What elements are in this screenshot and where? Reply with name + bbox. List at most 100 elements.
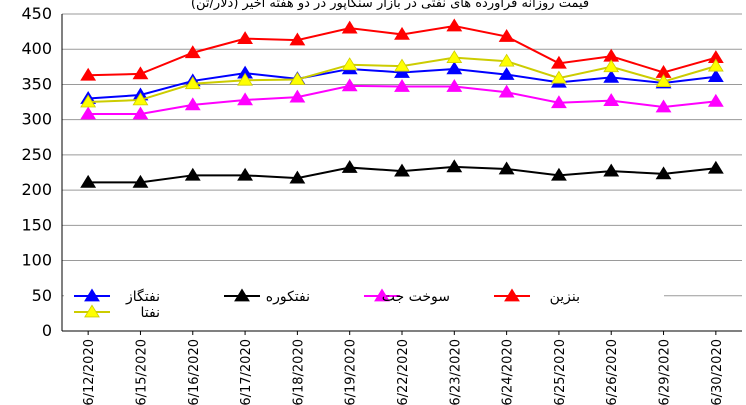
x-axis-ticks: 6/12/2020 6/15/2020 6/16/2020 6/17/2020 6/18… bbox=[82, 331, 725, 405]
series-group bbox=[80, 18, 724, 188]
legend-swatch-marker bbox=[504, 288, 520, 302]
data-point-marker bbox=[394, 64, 410, 78]
legend-label: سوخت جت bbox=[382, 289, 450, 305]
x-tick-label: 6/26/2020 bbox=[605, 339, 620, 405]
data-point-marker bbox=[80, 174, 97, 188]
y-tick-label: 100 bbox=[21, 251, 52, 270]
data-point-marker bbox=[237, 31, 253, 45]
data-point-marker bbox=[132, 92, 149, 106]
data-point-marker bbox=[498, 161, 515, 175]
data-point-marker bbox=[184, 97, 201, 111]
data-point-marker bbox=[707, 58, 724, 72]
data-point-marker bbox=[551, 55, 567, 69]
data-point-marker bbox=[707, 69, 724, 83]
data-point-marker bbox=[446, 61, 463, 75]
data-point-marker bbox=[132, 106, 149, 120]
legend: نفتگاز نفتکوره سوخت جت بنزین نفتا bbox=[64, 284, 664, 324]
y-tick-label: 150 bbox=[21, 215, 52, 234]
data-point-marker bbox=[237, 72, 253, 86]
y-tick-label: 200 bbox=[21, 180, 52, 199]
data-point-marker bbox=[498, 53, 515, 67]
data-point-marker bbox=[603, 69, 620, 83]
data-point-marker bbox=[341, 20, 358, 34]
data-point-marker bbox=[237, 167, 253, 181]
data-point-marker bbox=[237, 92, 253, 106]
data-point-marker bbox=[655, 166, 672, 180]
data-point-marker bbox=[551, 70, 567, 84]
data-point-marker bbox=[184, 167, 201, 181]
legend-label: نفتکوره bbox=[266, 289, 310, 305]
y-tick-label: 250 bbox=[21, 145, 52, 164]
chart-title: قیمت روزانه فراورده های نفتی در بازار سن… bbox=[191, 0, 589, 11]
legend-item: بنزین bbox=[494, 288, 580, 305]
data-point-marker bbox=[289, 32, 306, 46]
x-tick-label: 6/24/2020 bbox=[501, 339, 516, 405]
x-tick-label: 6/17/2020 bbox=[239, 339, 254, 405]
legend-label: بنزین bbox=[550, 289, 580, 305]
data-point-marker bbox=[446, 50, 463, 64]
data-point-marker bbox=[394, 163, 410, 177]
x-tick-label: 6/30/2020 bbox=[710, 339, 725, 405]
legend-label: نفتگاز bbox=[125, 288, 160, 305]
data-point-marker bbox=[655, 99, 672, 113]
data-point-marker bbox=[551, 167, 567, 181]
data-point-marker bbox=[446, 18, 463, 32]
data-point-marker bbox=[498, 67, 515, 80]
data-point-marker bbox=[289, 72, 306, 85]
series-1 bbox=[80, 159, 724, 188]
y-axis-ticks: 0 50 100 150 200 250 300 350 400 450 bbox=[21, 4, 52, 340]
legend-background bbox=[64, 284, 664, 324]
data-point-marker bbox=[603, 163, 620, 177]
legend-swatch-marker bbox=[234, 288, 250, 302]
data-point-marker bbox=[446, 79, 463, 92]
y-tick-label: 50 bbox=[32, 286, 52, 305]
legend-swatch-marker bbox=[84, 304, 100, 318]
data-point-marker bbox=[184, 45, 201, 59]
y-tick-label: 0 bbox=[42, 321, 52, 340]
x-tick-label: 6/25/2020 bbox=[553, 339, 568, 405]
y-tick-label: 400 bbox=[21, 39, 52, 58]
y-tick-label: 350 bbox=[21, 74, 52, 93]
series-4 bbox=[80, 50, 724, 108]
y-tick-label: 300 bbox=[21, 110, 52, 129]
x-tick-label: 6/19/2020 bbox=[344, 339, 359, 405]
data-point-marker bbox=[341, 78, 358, 92]
data-point-marker bbox=[498, 29, 515, 42]
data-point-marker bbox=[80, 106, 97, 120]
data-point-marker bbox=[655, 74, 672, 87]
data-point-marker bbox=[446, 159, 463, 173]
x-tick-label: 6/29/2020 bbox=[658, 339, 673, 405]
data-point-marker bbox=[289, 89, 306, 103]
legend-swatch-marker bbox=[84, 288, 100, 302]
series-2 bbox=[80, 78, 724, 120]
data-point-marker bbox=[341, 57, 358, 71]
x-tick-label: 6/18/2020 bbox=[291, 339, 306, 405]
legend-label: نفتا bbox=[141, 305, 160, 321]
data-point-marker bbox=[603, 93, 620, 106]
legend-item: نفتکوره bbox=[224, 288, 310, 305]
x-tick-label: 6/23/2020 bbox=[448, 339, 463, 405]
legend-item: سوخت جت bbox=[364, 288, 450, 305]
x-tick-label: 6/12/2020 bbox=[82, 339, 97, 405]
x-tick-label: 6/22/2020 bbox=[396, 339, 411, 405]
data-point-marker bbox=[394, 58, 410, 72]
legend-swatch-marker bbox=[374, 288, 390, 302]
data-point-marker bbox=[551, 95, 567, 109]
data-point-marker bbox=[394, 79, 410, 92]
y-tick-label: 450 bbox=[21, 4, 52, 23]
data-point-marker bbox=[289, 170, 306, 184]
x-tick-label: 6/15/2020 bbox=[134, 339, 149, 405]
data-point-marker bbox=[80, 67, 97, 81]
data-point-marker bbox=[132, 66, 149, 80]
data-point-marker bbox=[603, 59, 620, 73]
x-tick-label: 6/16/2020 bbox=[187, 339, 202, 405]
legend-item: نفتا bbox=[74, 304, 160, 321]
data-point-marker bbox=[498, 84, 515, 98]
data-point-marker bbox=[394, 26, 410, 40]
data-point-marker bbox=[341, 160, 358, 173]
legend-item: نفتگاز bbox=[74, 288, 160, 305]
data-point-marker bbox=[707, 93, 724, 107]
data-point-marker bbox=[184, 76, 201, 90]
data-point-marker bbox=[707, 160, 724, 174]
